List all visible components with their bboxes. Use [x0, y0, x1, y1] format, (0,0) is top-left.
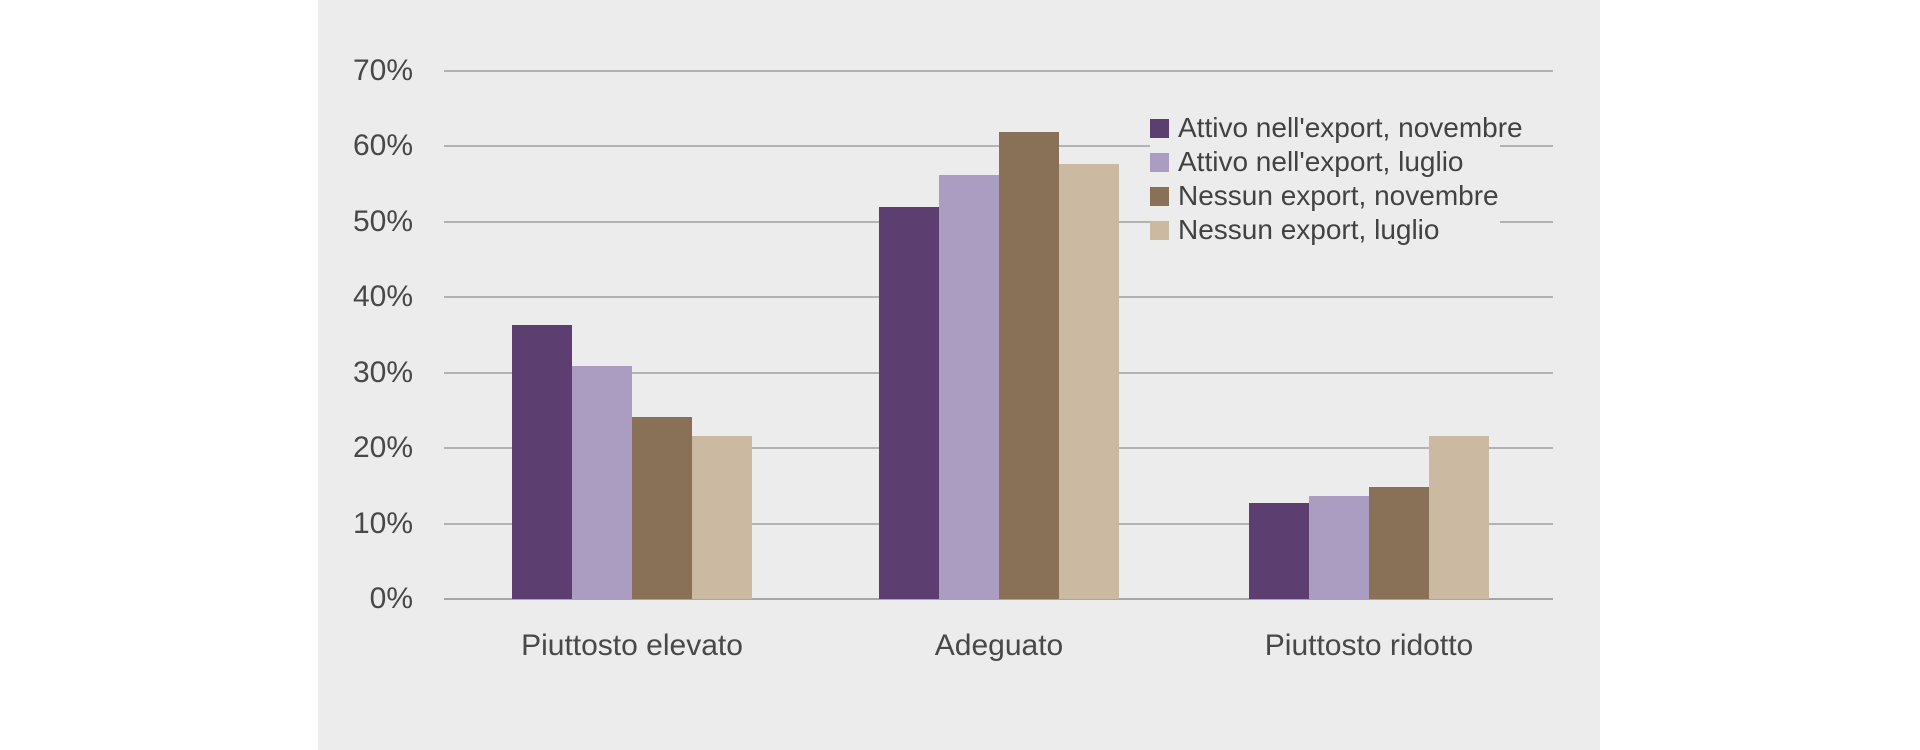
x-category-label-adeguato: Adeguato [934, 629, 1064, 662]
bar-series4-piuttosto-ridotto [1429, 435, 1489, 599]
legend-swatch-icon [1150, 152, 1169, 172]
y-tick-label-50: 50% [352, 204, 413, 238]
y-tick-label-0: 0% [369, 582, 413, 615]
legend-swatch-icon [1150, 186, 1169, 206]
bar-series3-piuttosto-elevato [632, 417, 692, 599]
chart-panel: Attivo nell'export, novembre Attivo nell'… [318, 0, 1600, 750]
bar-series4-piuttosto-elevato [692, 435, 752, 599]
x-category-label-piuttosto-elevato: Piuttosto elevato [521, 629, 743, 662]
bar-series2-adeguato [939, 174, 999, 599]
legend-swatch-icon [1150, 118, 1169, 138]
legend-label: Nessun export, novembre [1178, 180, 1499, 211]
legend-label: Attivo nell'export, novembre [1178, 112, 1523, 143]
gridline-70 [444, 69, 1553, 72]
y-tick-label-70: 70% [352, 53, 413, 87]
y-tick-label-10: 10% [352, 506, 413, 540]
bar-series1-piuttosto-elevato [512, 324, 572, 599]
legend-item-1: Attivo nell'export, novembre [1150, 111, 1523, 145]
bar-series2-piuttosto-ridotto [1309, 496, 1369, 599]
y-tick-label-60: 60% [352, 129, 413, 162]
legend-swatch-icon [1150, 220, 1169, 240]
legend-item-3: Nessun export, novembre [1150, 179, 1500, 213]
y-tick-label-20: 20% [352, 431, 413, 464]
chart-legend: Attivo nell'export, novembre Attivo nell'… [1150, 108, 1523, 250]
legend-label: Nessun export, luglio [1178, 214, 1440, 245]
y-tick-label-30: 30% [352, 355, 413, 389]
legend-item-2: Attivo nell'export, luglio [1150, 145, 1500, 179]
bar-series2-piuttosto-elevato [572, 365, 632, 599]
legend-item-4: Nessun export, luglio [1150, 213, 1500, 247]
bar-series4-adeguato [1059, 164, 1119, 599]
x-axis-baseline [444, 598, 1553, 600]
bar-series1-adeguato [879, 207, 939, 599]
legend-label: Attivo nell'export, luglio [1178, 146, 1464, 177]
bar-series3-adeguato [999, 131, 1059, 599]
y-tick-label-40: 40% [352, 280, 413, 313]
bar-series1-piuttosto-ridotto [1249, 503, 1309, 599]
gridline-60 [444, 145, 1553, 147]
bar-series3-piuttosto-ridotto [1369, 487, 1429, 599]
x-category-label-piuttosto-ridotto: Piuttosto ridotto [1264, 629, 1474, 662]
